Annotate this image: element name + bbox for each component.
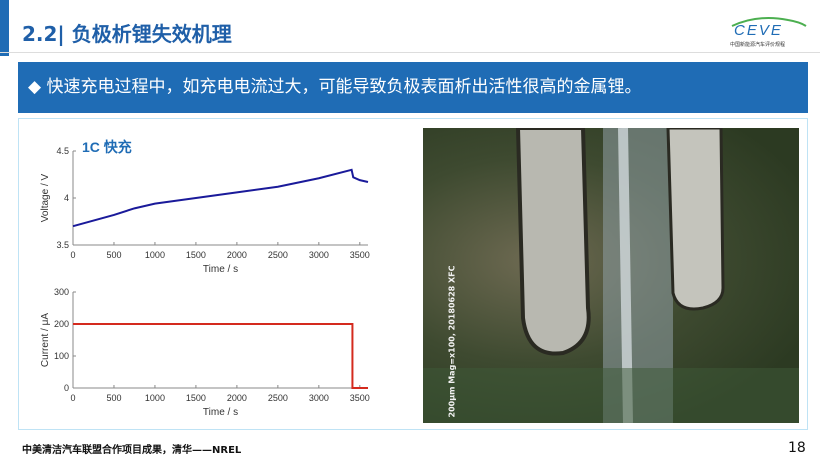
x-tick-label: 500 xyxy=(106,250,121,260)
x-tick-label: 500 xyxy=(106,393,121,403)
microscope-photo: 200μm Mag=x100, 20180628 XFC xyxy=(423,128,799,423)
charts: 1C 快充 0 500 1000 1500 2000 2500 3000 35003.544.… xyxy=(40,139,370,418)
y-tick-label: 4 xyxy=(64,193,69,203)
x-tick-label: 3000 xyxy=(309,393,329,403)
current-series-line xyxy=(73,323,368,389)
content-panel xyxy=(18,118,808,430)
photo-caption: 200μm Mag=x100, 20180628 XFC xyxy=(447,265,457,418)
y-tick-label: 300 xyxy=(54,287,69,297)
x-axis-label: Time / s xyxy=(203,407,238,418)
chart-label: 1C 快充 xyxy=(82,139,132,155)
footer-text: 中美清洁汽车联盟合作项目成果，清华——NREL xyxy=(22,445,242,456)
y-tick-label: 100 xyxy=(54,351,69,361)
x-tick-label: 2500 xyxy=(268,393,288,403)
x-tick-label: 0 xyxy=(70,393,75,403)
y-tick-label: 4.5 xyxy=(56,146,69,156)
x-tick-label: 1500 xyxy=(186,250,206,260)
x-tick-label: 3000 xyxy=(309,250,329,260)
header-divider xyxy=(0,52,820,53)
page-title: 2.2| 负极析锂失效机理 xyxy=(22,22,232,46)
x-tick-label: 3500 xyxy=(350,250,370,260)
banner-text: 快速充电过程中，如充电电流过大，可能导致负极表面析出活性很高的金属锂。 xyxy=(46,77,642,97)
x-tick-label: 2500 xyxy=(268,250,288,260)
lithium-plating-image xyxy=(423,128,799,423)
page-number: 18 xyxy=(788,440,806,456)
x-tick-label: 2000 xyxy=(227,393,247,403)
logo-text: CEVE xyxy=(734,22,783,39)
x-tick-label: 1000 xyxy=(145,250,165,260)
x-tick-label: 0 xyxy=(70,250,75,260)
y-axis-label: Voltage / V xyxy=(40,173,51,222)
x-tick-label: 2000 xyxy=(227,250,247,260)
y-tick-label: 0 xyxy=(64,383,69,393)
voltage-series-line xyxy=(72,168,369,228)
x-tick-label: 3500 xyxy=(350,393,370,403)
title-accent-bar xyxy=(0,0,9,56)
car-logo-icon xyxy=(731,17,807,27)
y-axis-label: Current / μA xyxy=(40,313,51,367)
ceve-logo: CEVE 中国新能源汽车评价规程 xyxy=(728,16,808,50)
x-axis-label: Time / s xyxy=(203,264,238,275)
bullet-icon: ◆ xyxy=(28,77,42,97)
x-tick-label: 1000 xyxy=(145,393,165,403)
key-point-banner: ◆ 快速充电过程中，如充电电流过大，可能导致负极表面析出活性很高的金属锂。 xyxy=(18,62,808,113)
y-tick-label: 3.5 xyxy=(56,240,69,250)
y-tick-label: 200 xyxy=(54,319,69,329)
logo-subtitle: 中国新能源汽车评价规程 xyxy=(730,42,786,48)
x-tick-label: 1500 xyxy=(186,393,206,403)
